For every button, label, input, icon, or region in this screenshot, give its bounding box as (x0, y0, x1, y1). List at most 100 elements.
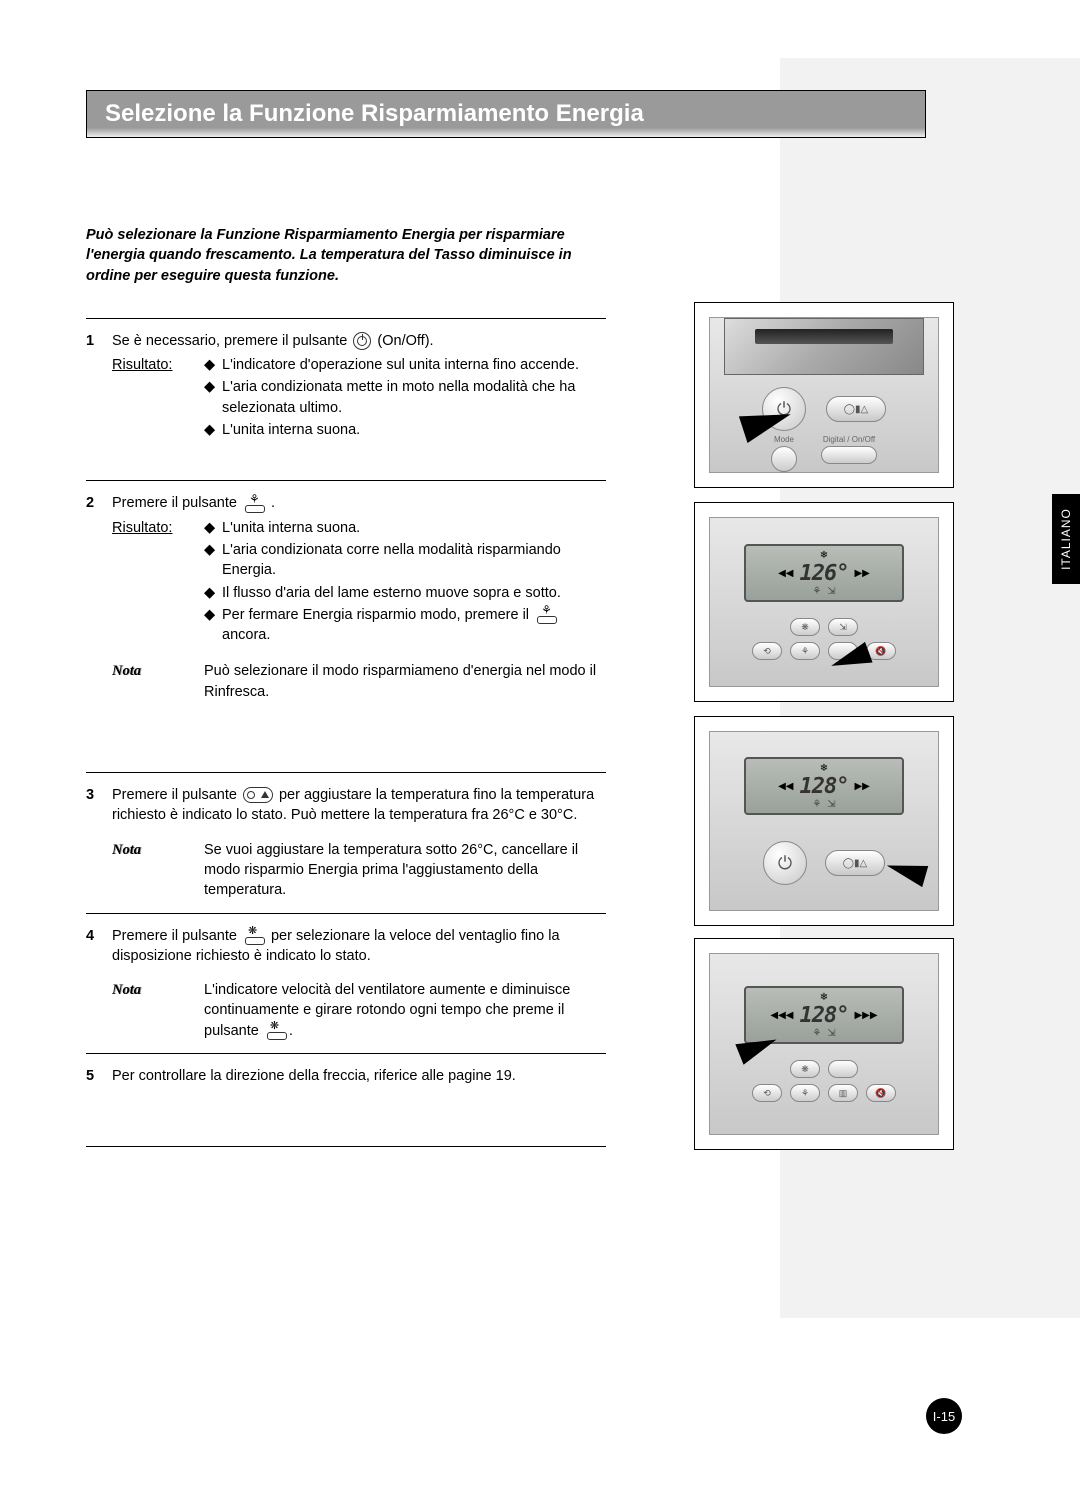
fan-btn-graphic: ❋ (790, 1060, 820, 1078)
onoff-label: (On/Off). (377, 333, 433, 349)
step3-text: Premere il pulsante per aggiustare la te… (112, 785, 606, 826)
cursor-arrow (884, 855, 929, 887)
lcd-icons: ⚘⇲ (812, 586, 835, 597)
temp-pill-graphic: ◯▮△ (826, 396, 886, 422)
bullet-list: ◆L'indicatore d'operazione sul unita int… (204, 355, 606, 442)
page: Selezione la Funzione Risparmiamento Ene… (0, 0, 1080, 1494)
timer-btn-graphic: ▥ (828, 1084, 858, 1102)
page-title: Selezione la Funzione Risparmiamento Ene… (105, 100, 644, 128)
loop-btn-graphic: ⟲ (752, 642, 782, 660)
figure-inner: ⏻ ◯▮△ Mode Digital / On/Off (709, 317, 939, 473)
lcd-display: ❄ ◀◀ 126° ▶▶ ⚘⇲ (744, 544, 904, 602)
figure-inner: ❄ ◀◀◀ 128° ▶▶▶ ⚘⇲ ❋ ⟲ ⚘ ▥ 🔇 (709, 953, 939, 1135)
divider (86, 480, 606, 481)
nota-body: Può selezionare il modo risparmiameno d'… (204, 661, 606, 702)
temp-pill-graphic: ◯▮△ (825, 850, 885, 876)
nota-label: Nota (112, 980, 204, 1041)
step-2: 2 Premere il pulsante . Risultato: ◆L'un… (86, 493, 606, 702)
b-text: L'indicatore d'operazione sul unita inte… (222, 355, 579, 375)
step-body: Premere il pulsante per aggiustare la te… (112, 785, 606, 900)
nota-body: L'indicatore velocità del ventilatore au… (204, 980, 606, 1041)
step2-text-b: . (271, 495, 275, 511)
figure-3: ❄ ◀◀ 128° ▶▶ ⚘⇲ ⏻ ◯▮△ (694, 716, 954, 926)
page-number-badge: I-15 (926, 1398, 962, 1434)
divider (86, 1146, 606, 1147)
divider (86, 318, 606, 319)
step-body: Se è necessario, premere il pulsante (On… (112, 331, 606, 442)
mode-button-graphic (771, 446, 797, 472)
bullet: ◆Il flusso d'aria del lame esterno muove… (204, 583, 606, 603)
figure-1: ⏻ ◯▮△ Mode Digital / On/Off (694, 302, 954, 488)
nota-body: Se vuoi aggiustare la temperatura sotto … (204, 840, 606, 901)
b-text: L'aria condizionata mette in moto nella … (222, 377, 606, 418)
button-row: ❋ ⇲ (790, 618, 858, 636)
step2-text: Premere il pulsante . (112, 493, 606, 513)
intro-text: Può selezionare la Funzione Risparmiamen… (86, 225, 606, 286)
bullet: ◆L'aria condizionata corre nella modalit… (204, 540, 606, 581)
step-number: 3 (86, 785, 112, 900)
swing-btn-graphic: ⇲ (828, 618, 858, 636)
figure-2: ❄ ◀◀ 126° ▶▶ ⚘⇲ ❋ ⇲ ⟲ ⚘ 🔇 (694, 502, 954, 702)
lcd-temp: 128° (800, 774, 849, 799)
step-body: Premere il pulsante . Risultato: ◆L'unit… (112, 493, 606, 702)
nota-row: Nota Può selezionare il modo risparmiame… (112, 661, 606, 702)
lcd-display: ❄ ◀◀ 128° ▶▶ ⚘⇲ (744, 757, 904, 815)
lcd-temp: 128° (800, 1003, 849, 1028)
fan-btn-graphic: ❋ (790, 618, 820, 636)
divider (86, 1053, 606, 1054)
bullet: ◆L'aria condizionata mette in moto nella… (204, 377, 606, 418)
loop-btn-graphic: ⟲ (752, 1084, 782, 1102)
temp-icon (243, 787, 273, 803)
eco-icon (535, 606, 557, 624)
figure-inner: ❄ ◀◀ 126° ▶▶ ⚘⇲ ❋ ⇲ ⟲ ⚘ 🔇 (709, 517, 939, 687)
step3-text-a: Premere il pulsante (112, 787, 237, 803)
button-row: ⟲ ⚘ 🔇 (752, 642, 896, 660)
step-4: 4 Premere il pulsante per selezionare la… (86, 926, 606, 1041)
eco-btn-graphic: ⚘ (790, 642, 820, 660)
nota-row: Nota Se vuoi aggiustare la temperatura s… (112, 840, 606, 901)
b-text: Il flusso d'aria del lame esterno muove … (222, 583, 561, 603)
swing-btn-graphic (828, 1060, 858, 1078)
language-label: ITALIANO (1059, 508, 1073, 570)
mode-label: Mode (774, 435, 794, 444)
bullet-list: ◆L'unita interna suona. ◆L'aria condizio… (204, 518, 606, 648)
fan-icon (243, 927, 265, 945)
power-button-graphic: ⏻ (763, 841, 807, 885)
step-5: 5 Per controllare la direzione della fre… (86, 1066, 606, 1086)
onoff-label: Digital / On/Off (823, 435, 875, 444)
nota-label: Nota (112, 840, 204, 901)
divider (86, 913, 606, 914)
step-number: 4 (86, 926, 112, 1041)
result-row: Risultato: ◆L'unita interna suona. ◆L'ar… (112, 518, 606, 648)
bullet: ◆L'unita interna suona. (204, 420, 606, 440)
fan-icon (265, 1022, 287, 1040)
nota-label: Nota (112, 661, 204, 702)
language-tab: ITALIANO (1052, 494, 1080, 584)
b-text: L'unita interna suona. (222, 420, 360, 440)
ac-unit-graphic (724, 318, 924, 375)
step-number: 2 (86, 493, 112, 702)
page-number: I-15 (933, 1409, 955, 1424)
onoff-button-graphic (821, 446, 877, 464)
step-number: 1 (86, 331, 112, 442)
figure-inner: ❄ ◀◀ 128° ▶▶ ⚘⇲ ⏻ ◯▮△ (709, 731, 939, 911)
figure-4: ❄ ◀◀◀ 128° ▶▶▶ ⚘⇲ ❋ ⟲ ⚘ ▥ 🔇 (694, 938, 954, 1150)
lcd-icons: ⚘⇲ (812, 1028, 835, 1039)
step-body: Premere il pulsante per selezionare la v… (112, 926, 606, 1041)
step1-text-a: Se è necessario, premere il pulsante (112, 333, 347, 349)
bullet: ◆L'indicatore d'operazione sul unita int… (204, 355, 606, 375)
result-label: Risultato: (112, 355, 204, 442)
step4-text: Premere il pulsante per selezionare la v… (112, 926, 606, 967)
result-label: Risultato: (112, 518, 204, 648)
step2-text-a: Premere il pulsante (112, 495, 237, 511)
cursor-arrow (735, 1029, 780, 1064)
title-bar: Selezione la Funzione Risparmiamento Ene… (86, 90, 926, 138)
nota-row: Nota L'indicatore velocità del ventilato… (112, 980, 606, 1041)
bullet: ◆L'unita interna suona. (204, 518, 606, 538)
eco-icon (243, 495, 265, 513)
step-number: 5 (86, 1066, 112, 1086)
step-3: 3 Premere il pulsante per aggiustare la … (86, 785, 606, 900)
power-icon (353, 332, 371, 350)
b-text: L'unita interna suona. (222, 518, 360, 538)
step-1: 1 Se è necessario, premere il pulsante (… (86, 331, 606, 442)
